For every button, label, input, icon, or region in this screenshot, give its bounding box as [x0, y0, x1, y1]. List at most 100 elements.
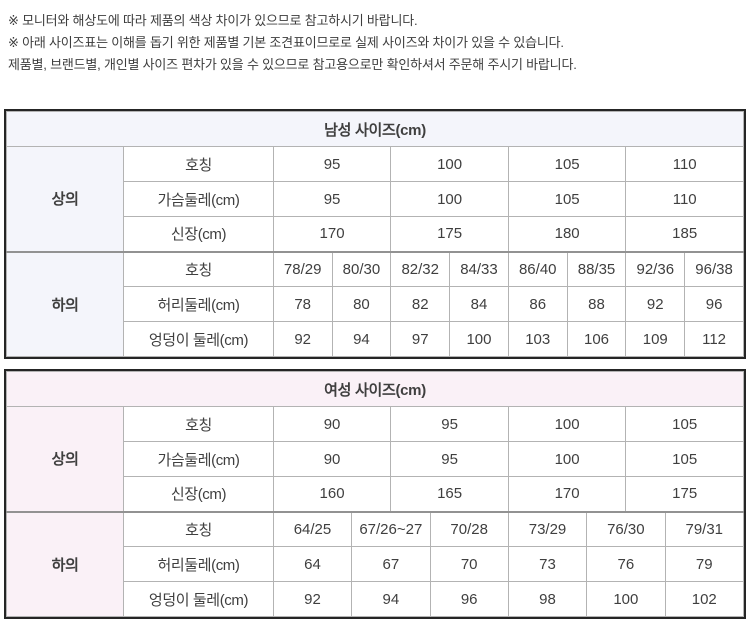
- table-title: 남성 사이즈(cm): [6, 111, 744, 147]
- value-cell: 106: [566, 321, 627, 357]
- value-cell: 88/35: [566, 250, 627, 287]
- value-cell: 110: [625, 181, 744, 217]
- row-header-cell: 허리둘레(cm): [123, 546, 274, 582]
- section-label-cell: 하의: [5, 250, 125, 357]
- value-cell: 90: [272, 406, 392, 442]
- value-cell: 105: [507, 181, 627, 217]
- row-header-cell: 신장(cm): [123, 216, 274, 252]
- value-cell: 100: [390, 181, 509, 217]
- value-cell: 95: [390, 441, 509, 477]
- value-cell: 86/40: [507, 250, 568, 287]
- value-cell: 70/28: [429, 510, 509, 547]
- value-cell: 96: [429, 581, 509, 617]
- value-cell: 90: [272, 441, 392, 477]
- value-cell: 73: [507, 546, 588, 582]
- value-cell: 64: [272, 546, 353, 582]
- value-cell: 100: [586, 581, 666, 617]
- row-header-cell: 호칭: [123, 250, 274, 287]
- value-cell: 100: [390, 146, 509, 182]
- value-cell: 96: [684, 286, 744, 322]
- value-cell: 103: [507, 321, 568, 357]
- value-cell: 100: [507, 406, 627, 442]
- value-cell: 100: [507, 441, 627, 477]
- value-cell: 170: [507, 476, 627, 512]
- table-row: 상의 호칭 95 100 105 110: [5, 146, 744, 252]
- value-cell: 95: [272, 146, 392, 182]
- value-cell: 185: [625, 216, 744, 252]
- table-row: 허리둘레(cm) 64 67 70 73 76 79: [7, 546, 745, 582]
- value-cell: 67: [351, 546, 431, 582]
- section-label-cell: 상의: [5, 406, 125, 512]
- value-cell: 94: [331, 321, 392, 357]
- value-cell: 86: [507, 286, 568, 322]
- table-row: 가슴둘레(cm) 95 100 105 110: [7, 181, 744, 217]
- disclaimer-line-3: 제품별, 브랜드별, 개인별 사이즈 편차가 있을 수 있으므로 참고용으로만 …: [8, 57, 577, 72]
- value-cell: 170: [272, 216, 392, 252]
- value-cell: 67/26~27: [351, 510, 431, 547]
- value-cell: 105: [625, 441, 744, 477]
- value-cell: 78: [272, 286, 333, 322]
- mens-size-table-wrapper: 남성 사이즈(cm) 상의 호칭 95 100 105 110 가슴둘레(cm) 95 100 10…: [4, 109, 746, 359]
- section-label-cell: 상의: [5, 146, 125, 252]
- value-cell: 175: [625, 476, 744, 512]
- table-row: 가슴둘레(cm) 90 95 100 105: [7, 441, 744, 477]
- value-cell: 73/29: [507, 510, 588, 547]
- table-row: 엉덩이 둘레(cm) 92 94 97 100 103 106 109 112: [7, 321, 744, 357]
- value-cell: 70: [429, 546, 509, 582]
- value-cell: 82: [390, 286, 451, 322]
- value-cell: 92/36: [625, 250, 686, 287]
- table-title: 여성 사이즈(cm): [6, 371, 744, 407]
- womens-size-table-wrapper: 여성 사이즈(cm) 상의 호칭 90 95 100 105 가슴둘레(cm) 90 95 100 1…: [4, 369, 746, 619]
- womens-size-table: 여성 사이즈(cm) 상의 호칭 90 95 100 105 가슴둘레(cm) 90 95 100 1…: [5, 371, 745, 617]
- value-cell: 94: [351, 581, 431, 617]
- row-header-cell: 엉덩이 둘레(cm): [123, 321, 274, 357]
- table-row: 허리둘레(cm) 78 80 82 84 86 88 92 96: [7, 286, 744, 322]
- value-cell: 78/29: [272, 250, 333, 287]
- value-cell: 64/25: [272, 510, 353, 547]
- table-row: 상의 호칭 90 95 100 105: [5, 406, 744, 512]
- disclaimer-line-2: ※ 아래 사이즈표는 이해를 돕기 위한 제품별 기본 조견표이므로로 실제 사…: [8, 35, 564, 50]
- value-cell: 92: [625, 286, 686, 322]
- row-header-cell: 가슴둘레(cm): [123, 181, 274, 217]
- value-cell: 92: [272, 581, 353, 617]
- value-cell: 180: [507, 216, 627, 252]
- value-cell: 92: [272, 321, 333, 357]
- value-cell: 95: [272, 181, 392, 217]
- section-label-cell: 하의: [5, 510, 125, 617]
- value-cell: 80: [331, 286, 392, 322]
- value-cell: 112: [684, 321, 744, 357]
- row-header-cell: 호칭: [123, 146, 274, 182]
- value-cell: 102: [664, 581, 745, 617]
- value-cell: 105: [625, 406, 744, 442]
- table-row: 하의 호칭 78/29 80/30 82/32 84/33 86/40 88/35 92/36 9…: [5, 250, 744, 357]
- value-cell: 88: [566, 286, 627, 322]
- row-header-cell: 신장(cm): [123, 476, 274, 512]
- row-header-cell: 가슴둘레(cm): [123, 441, 274, 477]
- value-cell: 110: [625, 146, 744, 182]
- mens-size-table: 남성 사이즈(cm) 상의 호칭 95 100 105 110 가슴둘레(cm) 95 100 10…: [5, 111, 744, 357]
- row-header-cell: 엉덩이 둘레(cm): [123, 581, 274, 617]
- value-cell: 95: [390, 406, 509, 442]
- table-row: 엉덩이 둘레(cm) 92 94 96 98 100 102: [7, 581, 745, 617]
- value-cell: 105: [507, 146, 627, 182]
- value-cell: 160: [272, 476, 392, 512]
- value-cell: 79: [664, 546, 745, 582]
- table-row: 신장(cm) 170 175 180 185: [7, 216, 744, 252]
- value-cell: 82/32: [390, 250, 451, 287]
- value-cell: 100: [449, 321, 509, 357]
- table-title-row: 여성 사이즈(cm): [6, 371, 744, 407]
- value-cell: 79/31: [664, 510, 745, 547]
- value-cell: 109: [625, 321, 686, 357]
- value-cell: 76/30: [586, 510, 666, 547]
- value-cell: 175: [390, 216, 509, 252]
- disclaimer-line-1: ※ 모니터와 해상도에 따라 제품의 색상 차이가 있으므로 참고하시기 바랍니…: [8, 13, 418, 28]
- value-cell: 84: [449, 286, 509, 322]
- value-cell: 84/33: [449, 250, 509, 287]
- value-cell: 96/38: [684, 250, 744, 287]
- table-row: 하의 호칭 64/25 67/26~27 70/28 73/29 76/30 79/31: [5, 510, 745, 617]
- value-cell: 165: [390, 476, 509, 512]
- row-header-cell: 허리둘레(cm): [123, 286, 274, 322]
- table-title-row: 남성 사이즈(cm): [6, 111, 744, 147]
- value-cell: 76: [586, 546, 666, 582]
